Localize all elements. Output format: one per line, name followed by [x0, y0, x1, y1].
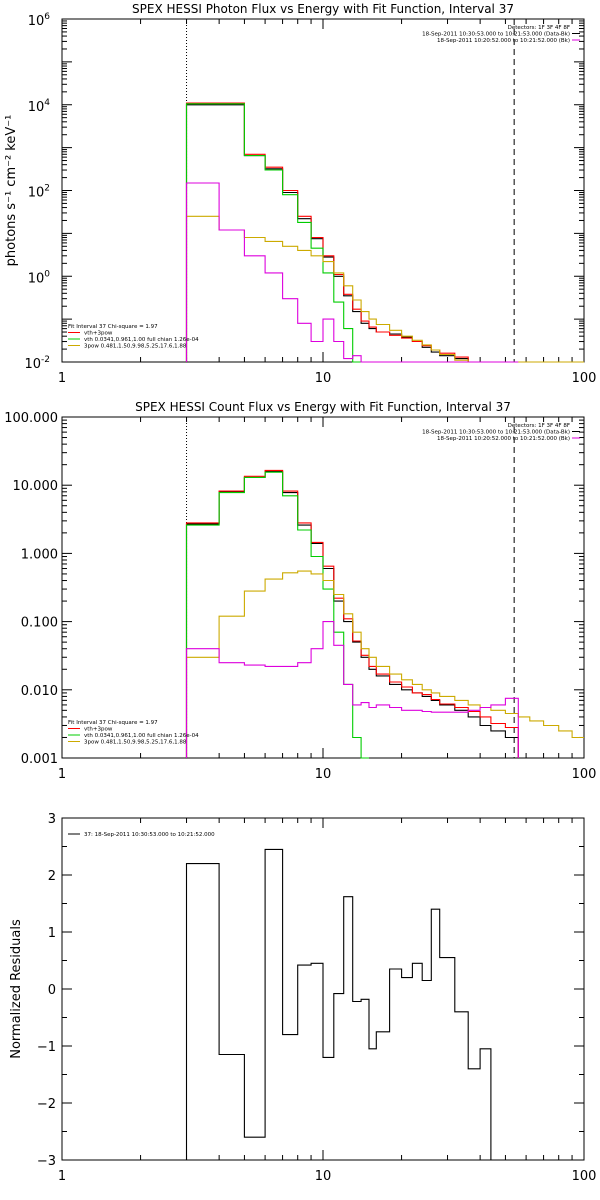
- y-tick-label: −3: [37, 1154, 56, 1169]
- legend-left-text: vth 0.0341,0.961,1.00 full chian 1.26e-0…: [84, 337, 199, 343]
- x-tick-label: 1: [58, 767, 66, 782]
- series-bk: [185, 182, 519, 363]
- x-tick-label: 100: [572, 1169, 597, 1184]
- x-tick-label: 10: [315, 371, 332, 386]
- legend-left-text: vth 0.0341,0.961,1.00 full chian 1.26e-0…: [84, 733, 199, 739]
- series-data-bk: [185, 104, 519, 363]
- legend-right-text: Detectors: 1F 3F 4F 8F: [508, 25, 570, 31]
- y-tick-label: 3: [48, 812, 56, 827]
- legend-right-text: 18-Sep-2011 10:30:53.000 to 10:21:53.000…: [422, 430, 570, 436]
- y-tick-label: 1.000: [21, 547, 58, 562]
- series-bk: [185, 621, 519, 758]
- legend-right-text: 18-Sep-2011 10:20:52.000 to 10:21:52.000…: [437, 436, 570, 442]
- y-tick-label: 102: [28, 184, 50, 201]
- x-tick-label: 100: [572, 767, 597, 782]
- x-tick-label: 1: [58, 1169, 66, 1184]
- chart-title: SPEX HESSI Photon Flux vs Energy with Fi…: [132, 2, 514, 16]
- x-tick-label: 1: [58, 371, 66, 386]
- series-3pow: [185, 215, 584, 363]
- legend-left-text: Fit Interval 37 Chi-square = 1.97: [68, 720, 158, 726]
- y-tick-label: 100.000: [4, 411, 58, 426]
- y-tick-label: 100: [28, 269, 51, 286]
- legend-right-text: 18-Sep-2011 10:20:52.000 to 10:21:52.000…: [437, 38, 570, 44]
- x-tick-label: 10: [315, 767, 332, 782]
- legend-right-text: Detectors: 1F 3F 4F 8F: [508, 423, 570, 429]
- legend-right-text: 18-Sep-2011 10:30:53.000 to 10:21:53.000…: [422, 32, 570, 38]
- y-tick-label: 0.010: [21, 684, 58, 699]
- legend-left-text: 37: 18-Sep-2011 10:30:53.000 to 10:21:52…: [84, 832, 215, 838]
- y-tick-label: 10.000: [13, 479, 59, 494]
- y-tick-label: −1: [37, 1040, 56, 1055]
- series-vth: [185, 471, 369, 759]
- legend-left-text: vth+3pow: [84, 727, 113, 733]
- plot-frame: [61, 18, 585, 363]
- y-tick-label: 104: [28, 98, 51, 115]
- legend-left-text: 3pow 0.481,1.50,9.98,5.25,17.6,1.88: [84, 344, 187, 350]
- legend-left-text: vth+3pow: [84, 331, 113, 337]
- series-vth: [185, 103, 369, 363]
- y-tick-label: 2: [48, 869, 56, 884]
- y-axis-label: Normalized Residuals: [9, 919, 24, 1059]
- legend-left-text: Fit Interval 37 Chi-square = 1.97: [68, 324, 158, 330]
- y-tick-label: 0.100: [21, 616, 58, 631]
- y-tick-label: −2: [37, 1097, 56, 1112]
- series-residuals: [185, 848, 519, 1161]
- y-tick-label: 0: [48, 983, 56, 998]
- legend-left-text: 3pow 0.481,1.50,9.98,5.25,17.6,1.88: [84, 740, 187, 746]
- chart-panel-2: SPEX HESSI Count Flux vs Energy with Fit…: [4, 400, 596, 782]
- x-tick-label: 100: [572, 371, 597, 386]
- y-tick-label: 106: [28, 12, 51, 29]
- series-vth-3pow: [185, 102, 519, 363]
- y-tick-label: 0.001: [21, 752, 58, 767]
- y-axis-label: photons s⁻¹ cm⁻² keV⁻¹: [4, 115, 19, 267]
- x-tick-label: 10: [315, 1169, 332, 1184]
- chart-panel-1: SPEX HESSI Photon Flux vs Energy with Fi…: [4, 2, 596, 386]
- chart-title: SPEX HESSI Count Flux vs Energy with Fit…: [135, 400, 511, 414]
- y-tick-label: 10-2: [24, 355, 50, 372]
- y-tick-label: 1: [48, 926, 56, 941]
